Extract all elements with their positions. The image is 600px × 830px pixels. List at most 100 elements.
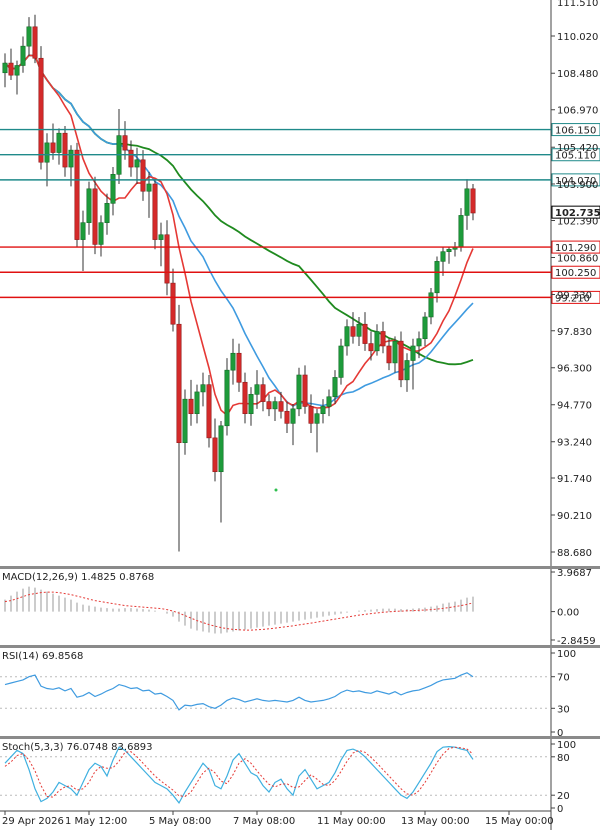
candle-bull xyxy=(458,215,464,248)
price-tick-label: 91.740 xyxy=(557,474,592,485)
price-tick-label: 108.480 xyxy=(557,69,598,80)
candle-bear xyxy=(368,343,374,352)
candle-bear xyxy=(8,62,14,76)
rsi-tick-label: 0 xyxy=(557,728,563,739)
support-level-label: 100.250 xyxy=(555,268,596,279)
candle-bear xyxy=(284,410,290,424)
price-tick-label: 100.860 xyxy=(557,253,598,264)
candle-bull xyxy=(320,406,326,414)
support-level-box xyxy=(551,290,600,304)
price-tick-label: 97.830 xyxy=(557,327,592,338)
candle-bear xyxy=(212,437,218,473)
candle-bull xyxy=(20,45,26,66)
candle-bull xyxy=(80,222,86,240)
time-tick-label: 13 May 00:00 xyxy=(401,816,470,827)
stoch-d-line xyxy=(4,746,474,798)
candle-bear xyxy=(92,188,98,245)
support-level-label: 99.210 xyxy=(555,293,590,304)
stoch-tick-label: 80 xyxy=(557,753,570,764)
candle-bull xyxy=(296,374,302,410)
support-level-box xyxy=(551,240,600,254)
resistance-level-box xyxy=(551,123,600,137)
panel-separator-rsi xyxy=(0,645,600,648)
price-tick-label: 96.300 xyxy=(557,364,592,375)
candle-bull xyxy=(428,292,434,318)
macd-tick-label: -2.8459 xyxy=(557,636,596,647)
price-tick-label: 102.390 xyxy=(557,216,598,227)
resistance-level-label: 106.150 xyxy=(555,126,596,137)
resistance-level-box xyxy=(551,173,600,187)
candle-bear xyxy=(242,381,248,414)
candle-bull xyxy=(290,408,296,424)
candle-bear xyxy=(38,57,44,163)
price-tick-label: 110.020 xyxy=(557,32,598,43)
candle-bear xyxy=(188,398,194,414)
price-tick-label: 105.420 xyxy=(557,143,598,154)
rsi-label: RSI(14) 69.8568 xyxy=(2,651,83,662)
candle-bear xyxy=(140,159,146,192)
candle-bull xyxy=(272,401,278,410)
price-tick-label: 111.510 xyxy=(557,0,598,9)
time-tick-label: 7 May 08:00 xyxy=(233,816,295,827)
candle-bull xyxy=(104,203,110,223)
candle-bull xyxy=(200,384,206,393)
candle-bear xyxy=(308,406,314,424)
candle-bear xyxy=(380,331,386,347)
stoch-tick-label: 0 xyxy=(557,804,563,815)
macd-tick-label: 0.00 xyxy=(557,608,579,619)
candle-bull xyxy=(464,188,470,216)
marker-dot xyxy=(274,488,278,492)
time-tick-label: 1 May 12:00 xyxy=(65,816,127,827)
candle-bull xyxy=(194,391,200,414)
candle-bull xyxy=(392,340,398,364)
resistance-level-label: 104.070 xyxy=(555,176,596,187)
candle-bear xyxy=(128,149,134,168)
rsi-panel: 100 70 30 0 xyxy=(0,649,576,739)
price-axis: 110.020 108.480 106.970 105.420 103.900 102.3… xyxy=(551,0,598,559)
candle-bull xyxy=(146,183,152,192)
price-tick-label: 93.240 xyxy=(557,438,592,449)
candle-bear xyxy=(236,352,242,383)
price-tick-label: 103.900 xyxy=(557,180,598,191)
candle-bear xyxy=(152,183,158,240)
candle-bear xyxy=(278,401,284,412)
horizontal-levels: 106.150 105.110 104.070 101.290 100.250 99.21… xyxy=(0,123,600,304)
macd-label: MACD(12,26,9) 1.4825 0.8768 xyxy=(2,572,154,583)
stoch-panel: 100 80 20 0 xyxy=(0,740,576,815)
candle-bear xyxy=(470,188,476,214)
candle-bull xyxy=(374,331,380,352)
rsi-tick-label: 30 xyxy=(557,704,570,715)
time-axis: 29 Apr 2026 1 May 12:00 5 May 08:00 7 May 0… xyxy=(0,810,554,827)
time-tick-label: 11 May 00:00 xyxy=(317,816,386,827)
candle-bull xyxy=(422,316,428,340)
candle-bull xyxy=(356,323,362,337)
candle-bull xyxy=(434,261,440,294)
candle-bull xyxy=(332,377,338,398)
macd-tick-label: 3.9687 xyxy=(557,568,592,579)
candles xyxy=(2,14,476,552)
candle-bull xyxy=(26,26,32,47)
candle-bull xyxy=(416,338,422,347)
candle-bull xyxy=(218,425,224,473)
time-tick-label: 5 May 08:00 xyxy=(149,816,211,827)
time-tick-label: 29 Apr 2026 xyxy=(2,816,64,827)
candle-bear xyxy=(266,401,272,410)
candle-bear xyxy=(386,345,392,364)
candle-bull xyxy=(14,65,20,76)
candle-bull xyxy=(230,352,236,371)
candle-bull xyxy=(404,360,410,381)
price-tick-label: 94.770 xyxy=(557,401,592,412)
price-tick-label: 88.680 xyxy=(557,548,592,559)
candle-bull xyxy=(326,396,332,407)
candle-bear xyxy=(122,135,128,151)
candle-bear xyxy=(170,282,176,325)
resistance-level-label: 105.110 xyxy=(555,151,596,162)
candle-bull xyxy=(134,159,140,168)
candle-bull xyxy=(440,251,446,262)
candle-bull xyxy=(110,174,116,204)
rsi-tick-label: 100 xyxy=(557,649,576,660)
candle-bear xyxy=(302,374,308,407)
resistance-level-box xyxy=(551,148,600,162)
candle-bear xyxy=(176,323,182,444)
